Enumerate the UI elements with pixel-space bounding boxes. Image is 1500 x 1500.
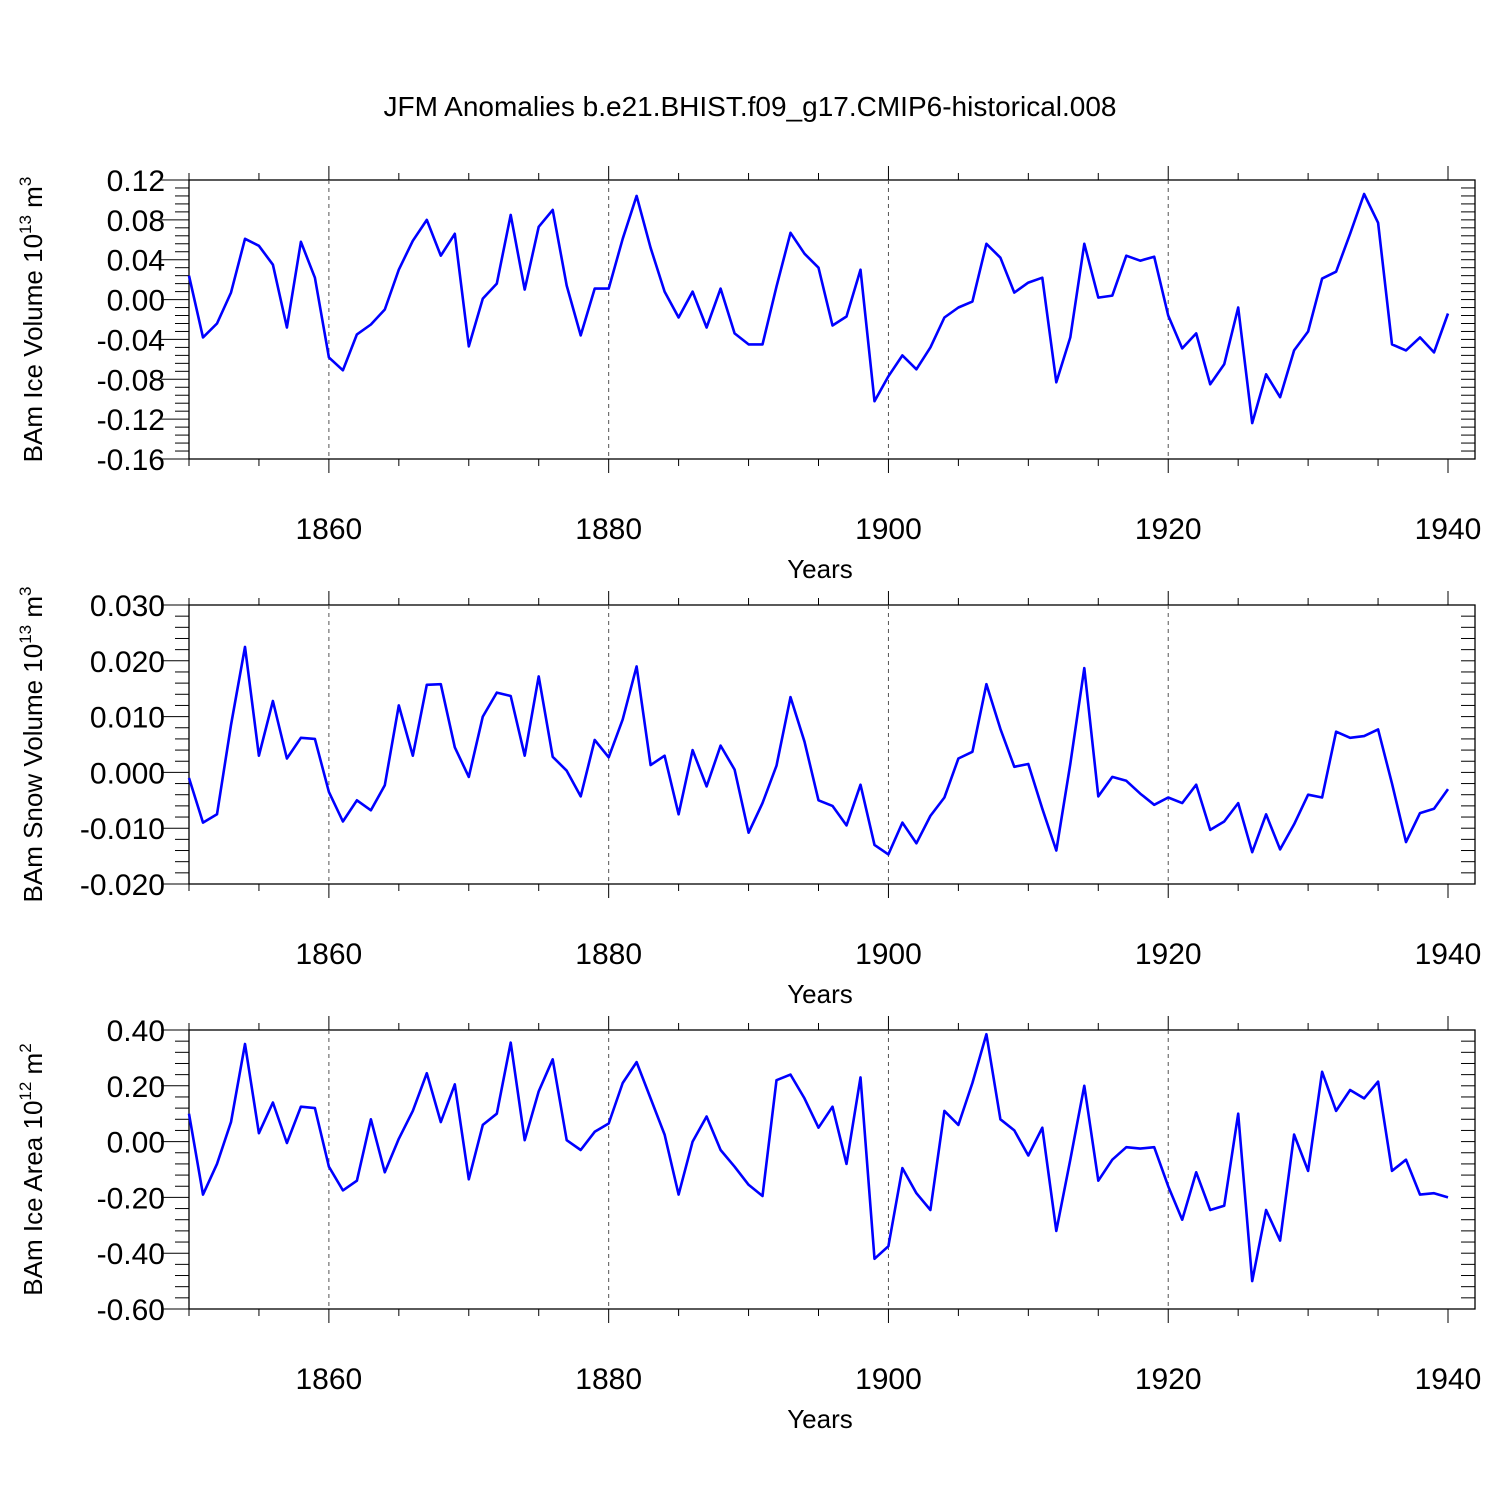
x-tick-label: 1860 [296,1363,363,1396]
x-tick-label: 1940 [1415,938,1482,971]
y-tick-label: 0.08 [107,205,165,238]
figure-title: JFM Anomalies b.e21.BHIST.f09_g17.CMIP6-… [383,91,1116,122]
y-tick-label: -0.08 [97,364,165,397]
y-tick-label: 0.010 [90,702,165,735]
y-tick-label: -0.010 [80,813,165,846]
x-tick-label: 1880 [575,938,642,971]
x-tick-label: 1940 [1415,513,1482,546]
x-axis-title: Years [787,979,853,1009]
y-tick-label: 0.020 [90,646,165,679]
y-tick-label: 0.00 [107,1127,165,1160]
y-axis-title: BAm Snow Volume 1013 m3 [16,587,48,903]
x-axis-title: Years [787,1404,853,1434]
x-tick-label: 1900 [855,938,922,971]
y-tick-label: -0.12 [97,404,165,437]
y-tick-label: -0.020 [80,869,165,902]
x-tick-label: 1880 [575,513,642,546]
x-tick-label: 1920 [1135,938,1202,971]
x-tick-label: 1900 [855,513,922,546]
y-tick-label: -0.04 [97,324,165,357]
x-tick-label: 1920 [1135,513,1202,546]
panel-2: 1860 1880 1900 1920 1940 Years -0.020 -0.010 0.0… [16,587,1481,1009]
x-tick-label: 1880 [575,1363,642,1396]
panel-3: 1860 1880 1900 1920 1940 Years -0.60 -0.40 -0.20… [16,1015,1481,1434]
x-tick-label: 1920 [1135,1363,1202,1396]
x-axis-title: Years [787,554,853,584]
y-tick-label: -0.60 [97,1294,165,1327]
x-tick-label: 1900 [855,1363,922,1396]
y-tick-label: -0.40 [97,1238,165,1271]
plot-frame [188,1029,1476,1310]
y-tick-label: -0.20 [97,1182,165,1215]
panels: 1860 1880 1900 1920 1940 Years -0.16 -0.12 -0.08… [16,165,1481,1434]
x-tick-label: 1940 [1415,1363,1482,1396]
y-tick-label: 0.00 [107,285,165,318]
y-tick-label: 0.40 [107,1015,165,1048]
series-line-ice-volume [187,192,1450,425]
series-line-snow-volume [187,645,1450,856]
x-tick-label: 1860 [296,938,363,971]
y-axis-title: BAm Ice Area 1012 m2 [16,1043,48,1295]
y-tick-label: 0.12 [107,165,165,198]
panel-1: 1860 1880 1900 1920 1940 Years -0.16 -0.12 -0.08… [16,165,1481,584]
plot-frame [188,604,1476,885]
y-axis-title: BAm Ice Volume 1013 m3 [16,177,48,463]
plot-frame [188,179,1476,460]
y-tick-label: 0.000 [90,757,165,790]
y-tick-label: 0.20 [107,1071,165,1104]
y-tick-label: 0.030 [90,590,165,623]
y-tick-label: 0.04 [107,245,165,278]
y-tick-label: -0.16 [97,444,165,477]
x-tick-label: 1860 [296,513,363,546]
series-line-ice-area [187,1032,1449,1283]
